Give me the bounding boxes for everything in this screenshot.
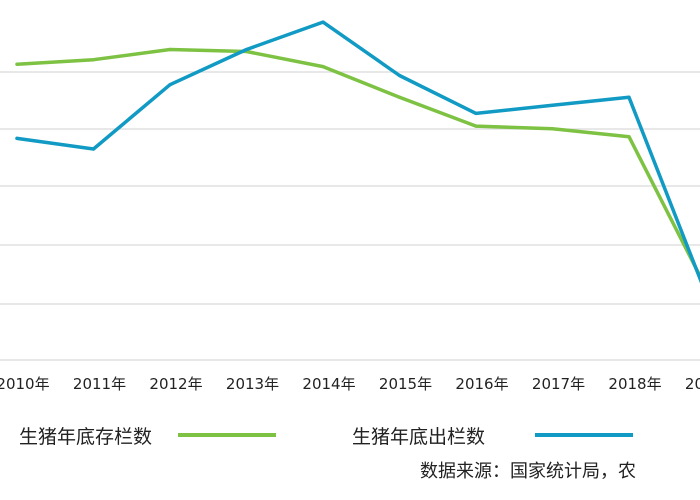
series-lines: [15, 20, 700, 284]
x-tick-label: 2011年: [73, 375, 126, 393]
x-tick-label: 2016年: [455, 375, 508, 393]
x-tick-label: 2013年: [226, 375, 279, 393]
data-point-series-1: [168, 47, 172, 52]
x-tick-label: 2012年: [149, 375, 202, 393]
x-tick-label: 2010年: [0, 375, 50, 393]
data-point-series-2: [474, 111, 478, 116]
data-point-series-2: [168, 83, 172, 87]
data-point-series-2: [244, 47, 249, 52]
gridlines: [0, 71, 700, 361]
data-point-series-1: [627, 135, 631, 139]
data-point-series-2: [91, 147, 96, 151]
data-source-note: 数据来源：国家统计局，农: [420, 461, 636, 482]
series-line-1: [15, 47, 700, 280]
x-tick-label: 2019年: [685, 375, 700, 393]
data-point-series-1: [15, 62, 19, 66]
data-point-series-1: [550, 127, 555, 131]
series-line-2: [15, 20, 700, 284]
data-point-series-2: [321, 20, 325, 24]
data-point-series-2: [627, 95, 631, 99]
data-point-series-2: [15, 136, 19, 140]
x-axis-tick-labels: 2010年 2011年 2012年 2013年 2014年 2015年 2016年 2017年…: [0, 375, 700, 393]
x-tick-label: 2015年: [379, 375, 432, 393]
legend-label-series-2: 生猪年底出栏数: [352, 426, 485, 448]
x-tick-label: 2018年: [608, 375, 661, 393]
legend: 生猪年底存栏数 生猪年底出栏数: [19, 426, 633, 448]
x-tick-label: 2017年: [532, 375, 585, 393]
data-point-series-2: [550, 103, 555, 107]
x-tick-label: 2014年: [302, 375, 355, 393]
data-point-series-1: [474, 124, 478, 128]
data-point-series-1: [91, 58, 96, 62]
data-point-series-1: [321, 64, 325, 69]
data-point-series-2: [397, 73, 402, 78]
legend-label-series-1: 生猪年底存栏数: [19, 426, 152, 448]
data-point-series-1: [397, 95, 402, 99]
